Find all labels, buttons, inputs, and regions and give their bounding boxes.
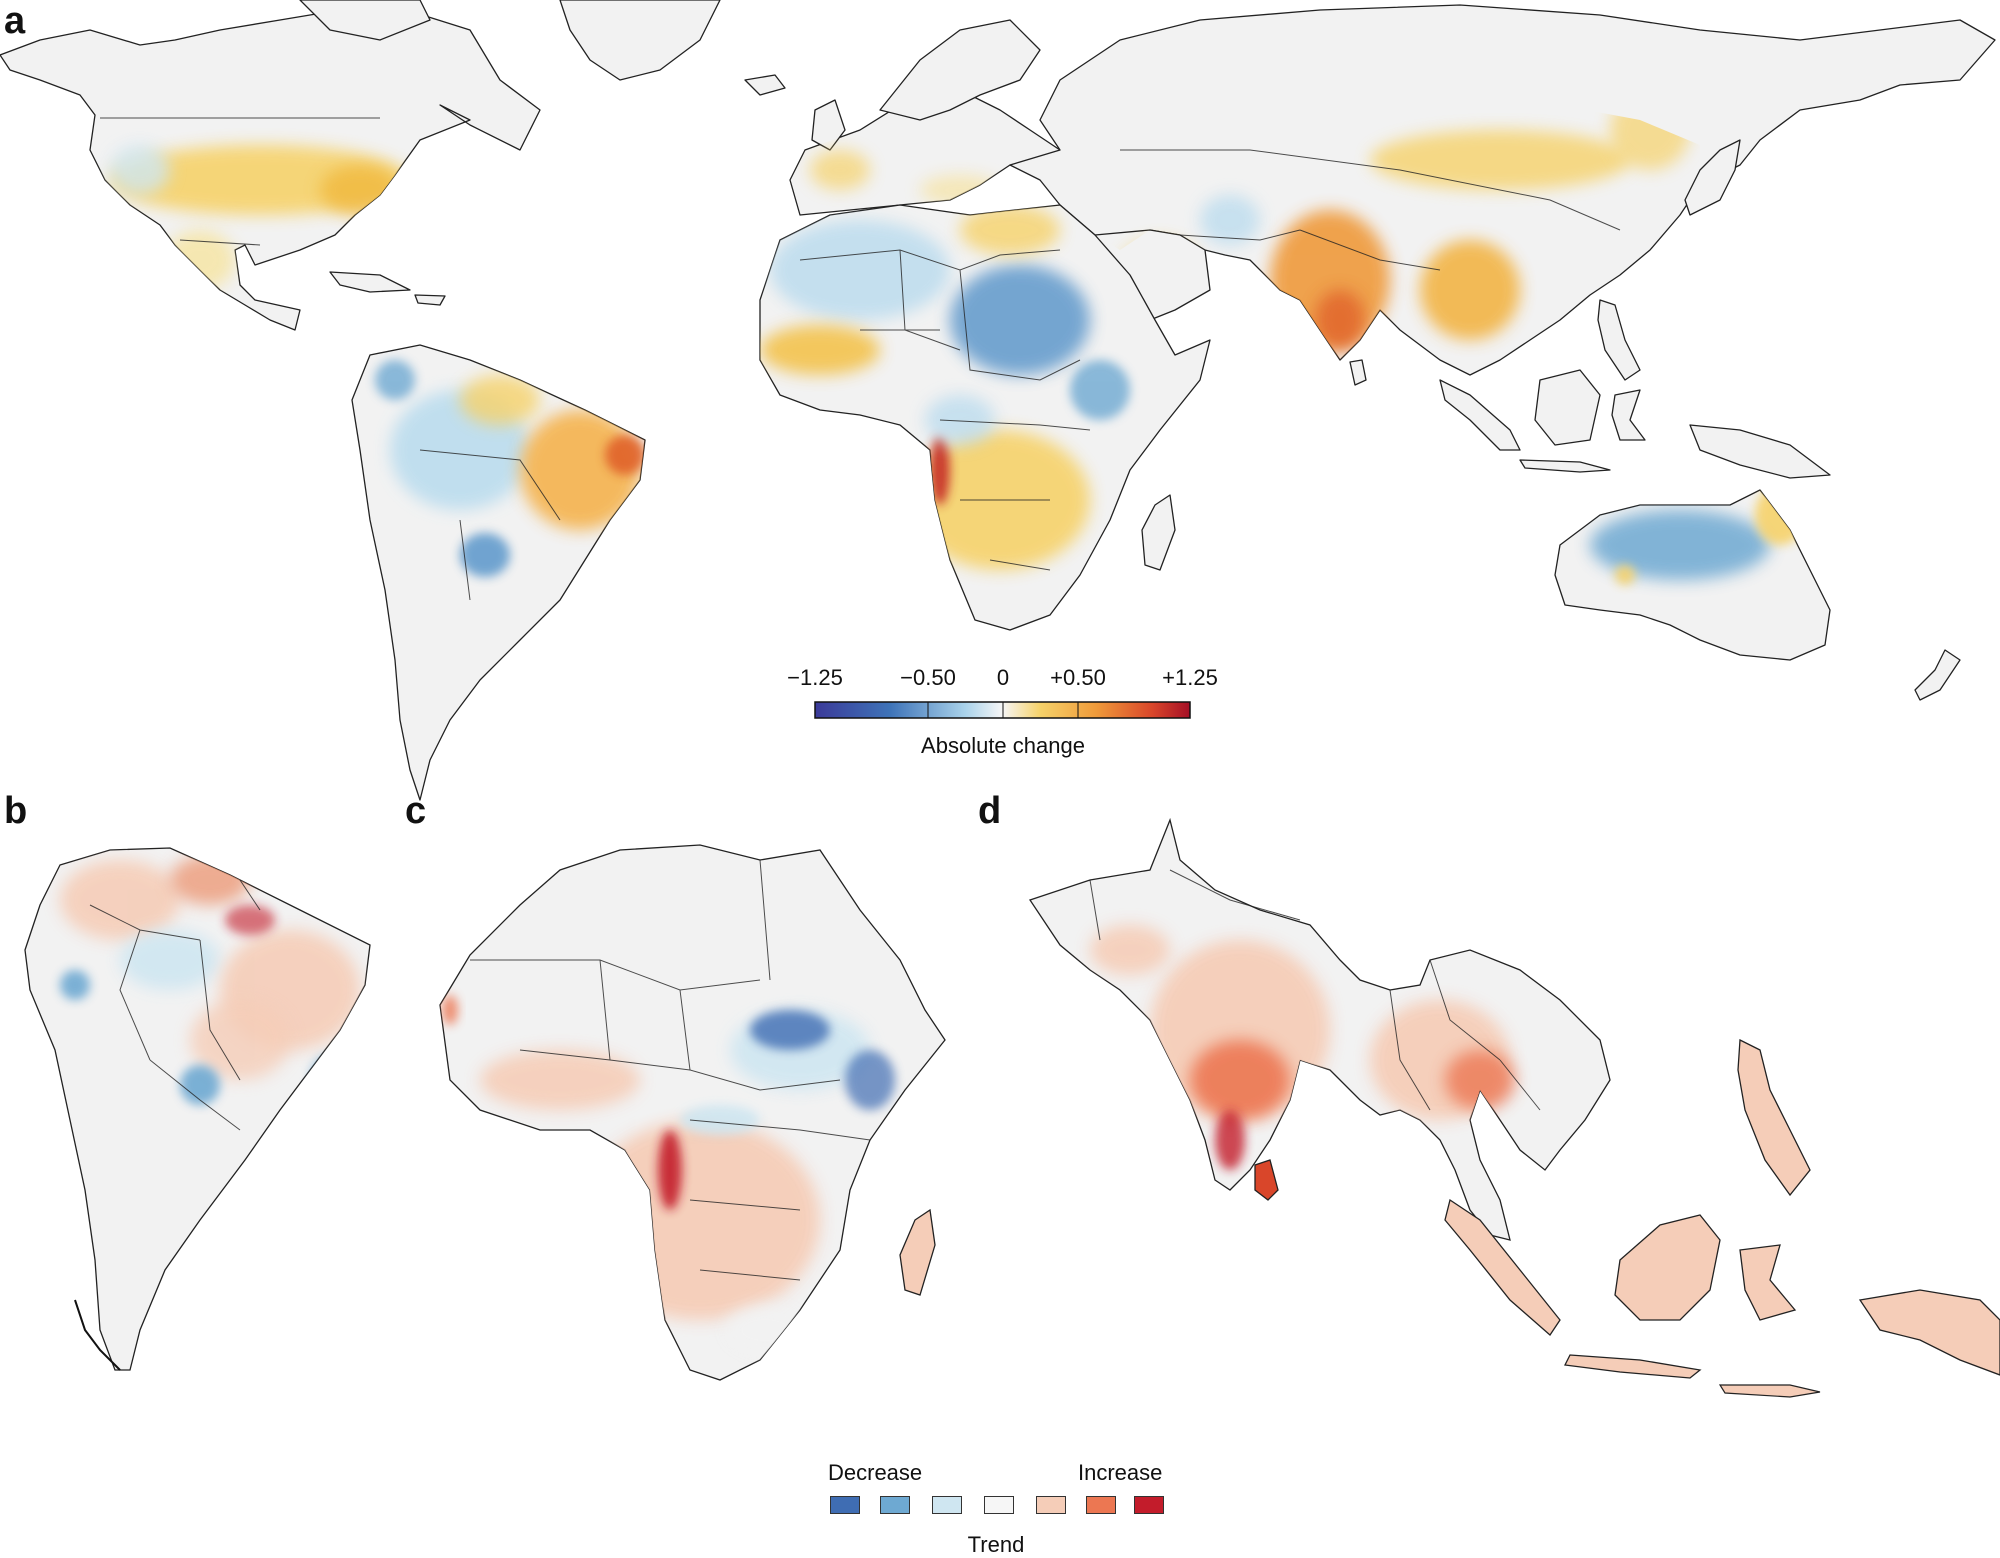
africa-change-field	[760, 205, 1130, 570]
scandinavia	[879, 19, 1041, 121]
colorbar-label-1: −1.25	[787, 665, 843, 690]
philippines-a	[1597, 299, 1641, 381]
country-borders-a	[100, 117, 1621, 601]
borneo	[1534, 369, 1601, 446]
colorbar-label-4: +0.50	[1050, 665, 1106, 690]
panel-c-africa-map	[439, 844, 946, 1381]
borneo-d	[1614, 1214, 1721, 1321]
legend-swatch-6	[1086, 1496, 1116, 1514]
legend-title: Trend	[967, 1532, 1025, 1557]
java	[1519, 459, 1611, 473]
colorbar-title: Absolute change	[921, 733, 1085, 758]
arctic-islands	[299, 0, 431, 41]
panel-d-asia-map	[1028, 817, 2000, 1398]
new-guinea	[1689, 424, 1831, 479]
sa-trend-field	[60, 855, 360, 1105]
britain	[811, 99, 846, 151]
legend-swatch-1	[830, 1496, 860, 1514]
colorbar-label-3: 0	[996, 665, 1010, 690]
colorbar-label-2: −0.50	[900, 665, 956, 690]
panel-a-world-map	[0, 0, 1996, 801]
sa-change-field	[375, 360, 645, 577]
sumatra-d	[1444, 1198, 1561, 1336]
panel-b-south-america-map	[24, 847, 371, 1371]
chile-islands-b	[74, 1299, 121, 1371]
cuba	[329, 271, 411, 293]
colorbar	[814, 701, 1191, 719]
legend-swatch-4	[984, 1496, 1014, 1514]
panel-label-c: c	[405, 790, 427, 832]
legend-decrease-label: Decrease	[828, 1460, 923, 1485]
madagascar-c	[899, 1208, 936, 1296]
lesser-sunda-d	[1718, 1384, 1821, 1398]
africa-trend-field	[442, 995, 895, 1355]
colorbar-label-5: +1.25	[1162, 665, 1218, 690]
asia-trend-field	[1090, 925, 1515, 1170]
madagascar	[1141, 494, 1176, 571]
sumatra	[1439, 379, 1521, 451]
hispaniola	[414, 294, 446, 306]
sri-lanka-a	[1349, 359, 1367, 386]
greenland	[559, 0, 721, 81]
panel-label-b: b	[4, 790, 28, 832]
sulawesi-d	[1739, 1244, 1797, 1321]
country-borders-d	[1089, 869, 1541, 1111]
philippines-d	[1737, 1038, 1811, 1197]
legend-swatch-2	[880, 1496, 910, 1514]
panel-label-d: d	[978, 790, 1002, 832]
sri-lanka-d	[1254, 1159, 1279, 1201]
country-borders-c	[470, 859, 871, 1281]
java-d	[1564, 1354, 1702, 1379]
panel-label-a: a	[4, 0, 26, 42]
japan	[1684, 139, 1741, 216]
legend-swatch-3	[932, 1496, 962, 1514]
legend-swatch-5	[1036, 1496, 1066, 1514]
legend-swatch-7	[1134, 1496, 1164, 1514]
legend-increase-label: Increase	[1078, 1460, 1163, 1485]
new-guinea-d	[1858, 1289, 2000, 1376]
new-zealand	[1914, 649, 1961, 701]
sulawesi	[1611, 389, 1646, 441]
country-borders-b	[89, 879, 261, 1131]
iceland	[744, 74, 786, 96]
